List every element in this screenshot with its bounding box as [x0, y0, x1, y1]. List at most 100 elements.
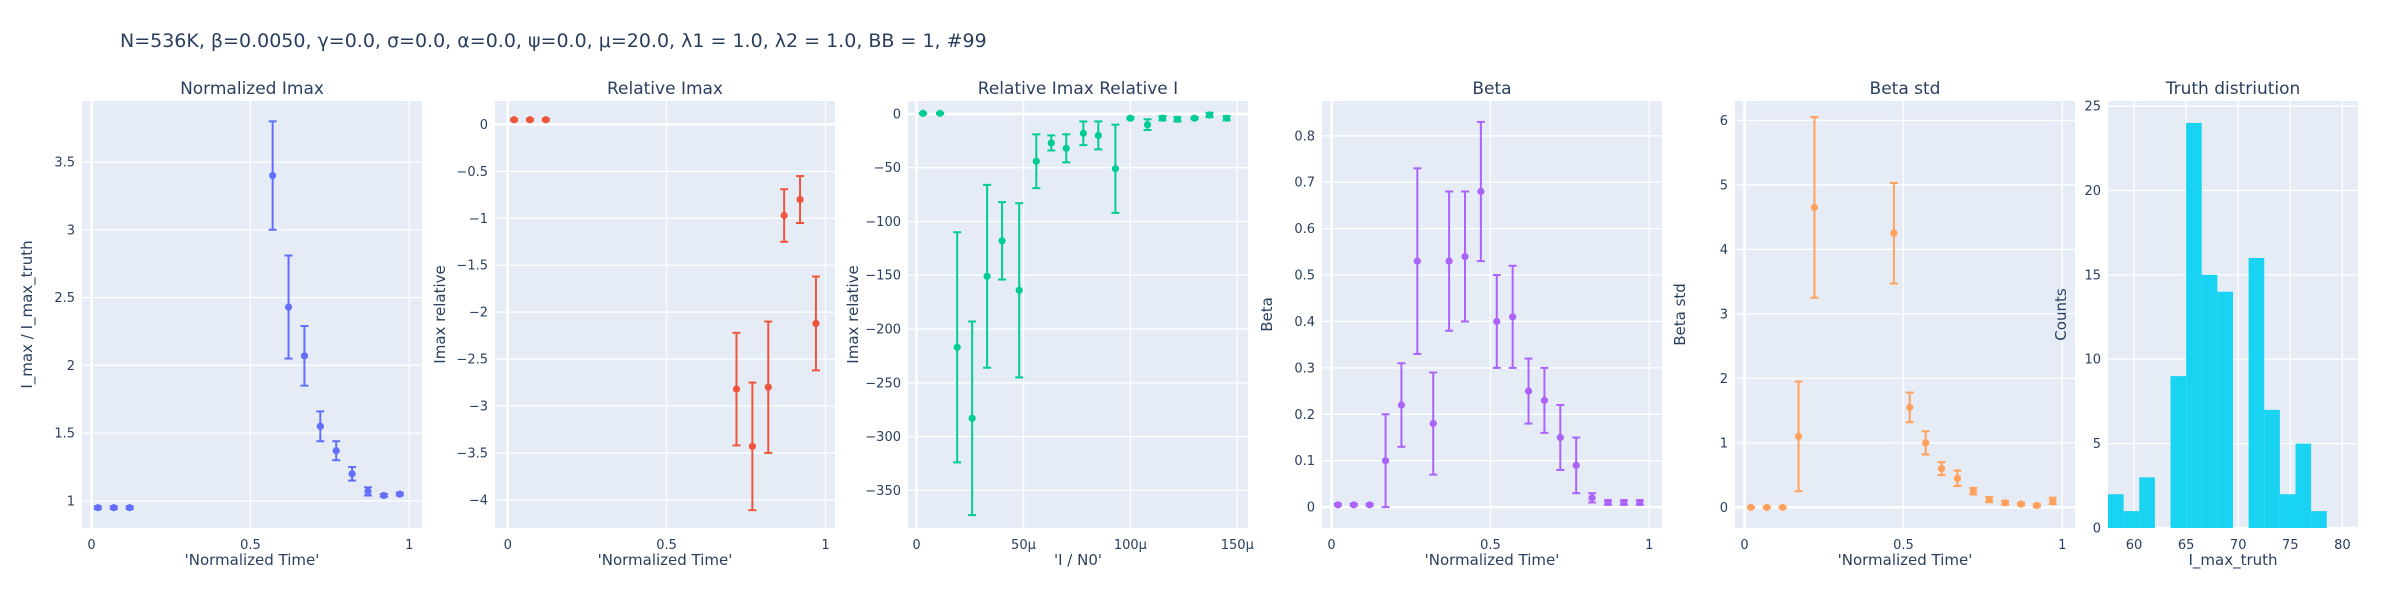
histogram-bar: [2217, 291, 2233, 528]
data-point: [110, 504, 118, 512]
plot-area: [82, 101, 422, 528]
x-tick-label: 1: [405, 538, 413, 553]
data-point: [1047, 139, 1055, 147]
subplot-title: Truth distriution: [2165, 79, 2301, 99]
y-tick-label: 6: [1720, 114, 1728, 129]
subplot-6: 0 5 10 15 20 25 60 65 70 75 80 Truth distriution I_m…: [2052, 79, 2358, 570]
subplot-4: 0 0.1 0.2 0.3 0.4 0.5 0.6 0.7 0.8 0 0.5 1 Beta 'Norma…: [1258, 79, 1662, 569]
data-point: [1620, 498, 1628, 507]
x-axis-label: 'Normalized Time': [1838, 551, 1973, 569]
subplot-2: 0 −0.5 −1 −1.5 −2 −2.5 −3 −3.5 −4 0 0.5 1 Relative I…: [431, 79, 835, 569]
data-point: [1969, 487, 1977, 495]
histogram-bar: [2279, 494, 2296, 528]
data-point: [364, 487, 372, 495]
data-point: [748, 442, 756, 450]
y-tick-label: 25: [2084, 100, 2101, 115]
y-tick-label: 0.3: [1294, 361, 1315, 376]
data-point: [1937, 465, 1946, 473]
data-point: [1540, 396, 1549, 404]
histogram-bar: [2170, 376, 2187, 528]
data-point: [1890, 229, 1898, 237]
histogram-bar: [2248, 257, 2265, 528]
x-tick-label: 1: [821, 538, 829, 553]
data-point: [316, 422, 324, 430]
figure-title: N=536K, β=0.0050, γ=0.0, σ=0.0, α=0.0, ψ…: [120, 30, 987, 52]
y-tick-label: 3.5: [54, 156, 75, 171]
y-tick-label: −2.5: [456, 353, 488, 368]
subplot-title: Relative Imax Relative I: [978, 79, 1178, 99]
histogram-bar: [2264, 409, 2280, 528]
y-tick-label: 1: [67, 494, 75, 509]
data-point: [1779, 503, 1787, 511]
x-tick-label: 75: [2282, 538, 2299, 553]
x-tick-label: 0: [912, 538, 920, 553]
x-axis-label: 'Normalized Time': [1425, 551, 1560, 569]
y-tick-label: −50: [874, 161, 901, 176]
data-point: [1366, 501, 1374, 509]
data-point: [796, 195, 804, 204]
histogram-bar: [2108, 494, 2124, 528]
histogram-bar: [2201, 274, 2218, 528]
x-axis-label: 'Normalized Time': [185, 551, 320, 569]
data-point: [1906, 403, 1914, 411]
data-point: [1397, 401, 1406, 409]
data-point: [1205, 111, 1214, 119]
data-point: [1524, 387, 1533, 395]
y-tick-label: 10: [2084, 353, 2101, 368]
x-tick-label: 0.5: [240, 538, 261, 553]
y-tick-label: −250: [865, 376, 901, 391]
y-tick-label: 20: [2084, 184, 2101, 199]
data-point: [1429, 419, 1437, 428]
data-point: [1015, 286, 1023, 294]
plot-area: [1322, 101, 1662, 528]
x-tick-label: 1: [2058, 538, 2066, 553]
histogram-bar: [2295, 443, 2312, 528]
y-tick-label: 1: [1720, 436, 1728, 451]
data-point: [1794, 432, 1803, 441]
data-point: [348, 470, 356, 478]
data-point: [300, 352, 309, 360]
y-tick-label: 1.5: [54, 427, 75, 442]
y-tick-label: −300: [865, 430, 901, 445]
y-tick-label: 0: [2093, 522, 2101, 537]
y-tick-label: 0: [893, 107, 901, 122]
data-point: [1032, 157, 1040, 165]
data-point: [1810, 203, 1819, 212]
x-tick-label: 80: [2334, 538, 2351, 553]
data-point: [764, 383, 772, 391]
data-point: [1636, 498, 1644, 507]
y-tick-label: 0.5: [1294, 269, 1315, 284]
data-point: [1079, 129, 1087, 137]
data-point: [2033, 501, 2041, 510]
y-axis-label: Imax relative: [844, 265, 862, 363]
y-axis-label: Imax relative: [431, 265, 449, 363]
data-point: [1413, 257, 1421, 265]
y-tick-label: 0.7: [1294, 176, 1315, 191]
y-tick-label: 0: [480, 118, 488, 133]
y-tick-label: 0: [1307, 501, 1315, 516]
y-tick-label: −200: [865, 323, 901, 338]
data-point: [284, 303, 293, 311]
x-tick-label: 65: [2178, 538, 2195, 553]
data-point: [2049, 497, 2057, 505]
x-tick-label: 0: [87, 538, 95, 553]
data-point: [126, 504, 134, 512]
data-point: [1223, 114, 1231, 122]
data-point: [1094, 131, 1102, 140]
data-point: [983, 272, 991, 280]
data-point: [1953, 474, 1962, 482]
data-point: [1572, 461, 1580, 469]
subplot-1: 1 1.5 2 2.5 3 3.5 0 0.5 1 Normalized Imax 'Normali…: [18, 79, 422, 569]
histogram-bar: [2186, 122, 2202, 529]
data-point: [1173, 115, 1182, 123]
y-tick-label: 0.8: [1294, 129, 1315, 144]
y-tick-label: 5: [2093, 437, 2101, 452]
data-point: [1334, 501, 1342, 509]
data-point: [1509, 313, 1517, 321]
data-point: [510, 116, 518, 124]
data-point: [1445, 257, 1453, 265]
data-point: [968, 414, 976, 422]
data-point: [1477, 187, 1485, 196]
y-tick-label: 2: [1720, 372, 1728, 387]
plot-area: [908, 101, 1248, 528]
